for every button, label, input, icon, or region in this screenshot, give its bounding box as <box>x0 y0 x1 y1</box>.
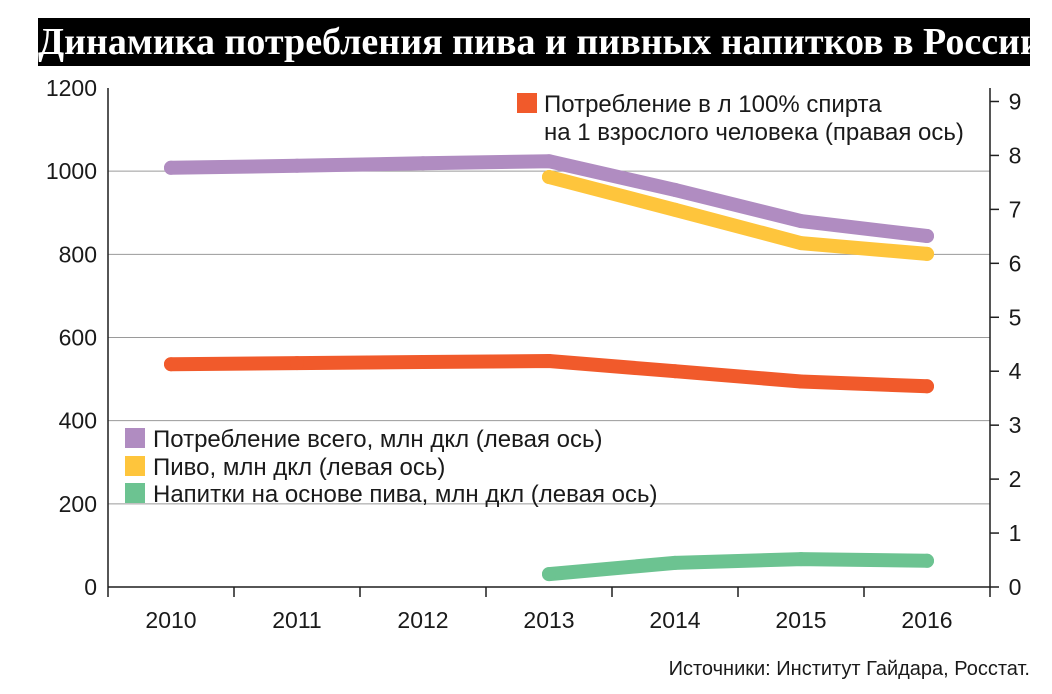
right-axis-tick-label: 4 <box>1009 358 1022 384</box>
data-point-beer-drinks-2013 <box>542 567 556 582</box>
data-point-beer-drinks-2015 <box>794 552 808 567</box>
data-point-beer-2013 <box>542 170 556 184</box>
legend-swatch-total-consumption <box>125 428 145 448</box>
right-axis-tick-label: 9 <box>1009 88 1022 114</box>
data-point-alcohol-per-adult-2014 <box>668 364 682 379</box>
x-axis-tick-label-2011: 2011 <box>272 607 321 633</box>
legend-label-alcohol-per-adult-line1: Потребление в л 100% спирта <box>544 91 882 118</box>
data-point-alcohol-per-adult-2015 <box>794 374 808 389</box>
data-point-beer-2015 <box>794 236 808 251</box>
right-axis-tick-label: 8 <box>1009 142 1022 168</box>
data-point-beer-2016 <box>920 246 934 261</box>
right-axis-tick-marks <box>990 100 999 588</box>
right-axis-tick-label: 5 <box>1009 304 1022 330</box>
data-point-beer-drinks-2014 <box>668 555 682 570</box>
data-point-beer-2014 <box>668 202 682 217</box>
chart-title-bar: Динамика потребления пива и пивных напит… <box>38 18 1030 66</box>
series-alcohol-per-adult <box>164 354 934 394</box>
left-axis-tick-label: 1200 <box>46 75 97 101</box>
left-axis-tick-label: 600 <box>59 325 97 351</box>
data-point-total-consumption-2010 <box>164 160 178 175</box>
legend-swatch-alcohol-per-adult <box>517 93 537 113</box>
left-axis-tick-labels: 0 200 400 600 800 1000 1200 <box>46 75 97 600</box>
series-lines <box>164 154 934 582</box>
right-axis-tick-label: 3 <box>1009 412 1022 438</box>
data-point-alcohol-per-adult-2016 <box>920 379 934 394</box>
data-point-alcohol-per-adult-2013 <box>542 354 556 368</box>
series-line-beer <box>542 170 934 261</box>
x-axis-tick-label-2015: 2015 <box>775 607 826 633</box>
legend-label-alcohol-per-adult-line2: на 1 взрослого человека (правая ось) <box>544 119 964 146</box>
series-total-consumption <box>164 154 934 243</box>
right-axis-tick-label: 0 <box>1009 574 1022 600</box>
legend-label-beer-drinks: Напитки на основе пива, млн дкл (левая о… <box>153 481 657 508</box>
legend-swatch-beer-drinks <box>125 483 145 503</box>
legend-left-axis-series: Потребление всего, млн дкл (левая ось) П… <box>125 426 657 508</box>
data-point-total-consumption-2013 <box>542 154 556 169</box>
legend-swatch-beer <box>125 456 145 476</box>
series-line-beer-drinks <box>542 552 934 582</box>
left-axis-tick-label: 200 <box>59 491 97 517</box>
x-axis-tick-labels: 2010 2011 2012 2013 2014 2015 2016 <box>145 607 952 633</box>
data-point-beer-drinks-2016 <box>920 553 934 568</box>
left-axis-tick-label: 0 <box>84 574 97 600</box>
x-axis-tick-label-2013: 2013 <box>523 607 574 633</box>
data-point-alcohol-per-adult-2012 <box>416 355 430 369</box>
x-axis-tick-label-2010: 2010 <box>145 607 196 633</box>
x-axis-tick-marks <box>107 587 991 597</box>
legend-label-beer: Пиво, млн дкл (левая ось) <box>153 454 445 481</box>
source-note: Источники: Институт Гайдара, Росстат. <box>669 658 1030 680</box>
data-point-total-consumption-2016 <box>920 229 934 243</box>
right-axis-tick-label: 2 <box>1009 466 1022 492</box>
x-axis-tick-label-2014: 2014 <box>649 607 700 633</box>
right-axis-tick-label: 7 <box>1009 196 1022 222</box>
left-axis-tick-label: 800 <box>59 241 97 267</box>
data-point-total-consumption-2015 <box>794 214 808 229</box>
data-point-total-consumption-2012 <box>416 156 430 171</box>
data-point-alcohol-per-adult-2011 <box>290 356 304 371</box>
left-axis-tick-label: 1000 <box>46 158 97 184</box>
legend-right-axis-series: Потребление в л 100% спирта на 1 взросло… <box>517 91 964 146</box>
x-axis-tick-label-2016: 2016 <box>901 607 952 633</box>
right-axis-tick-labels: 0 1 2 3 4 5 6 7 8 9 <box>1009 88 1022 600</box>
legend-label-total-consumption: Потребление всего, млн дкл (левая ось) <box>153 426 602 453</box>
axes <box>107 88 991 588</box>
chart-title: Динамика потребления пива и пивных напит… <box>38 21 1030 63</box>
data-point-total-consumption-2011 <box>290 158 304 173</box>
right-axis-tick-label: 1 <box>1009 520 1022 546</box>
series-beer <box>542 170 934 261</box>
series-beer-drinks <box>542 552 934 582</box>
data-point-total-consumption-2014 <box>668 182 682 197</box>
data-point-alcohol-per-adult-2010 <box>164 357 178 372</box>
right-axis-tick-label: 6 <box>1009 250 1022 276</box>
left-axis-tick-label: 400 <box>59 408 97 434</box>
x-axis-tick-label-2012: 2012 <box>397 607 448 633</box>
